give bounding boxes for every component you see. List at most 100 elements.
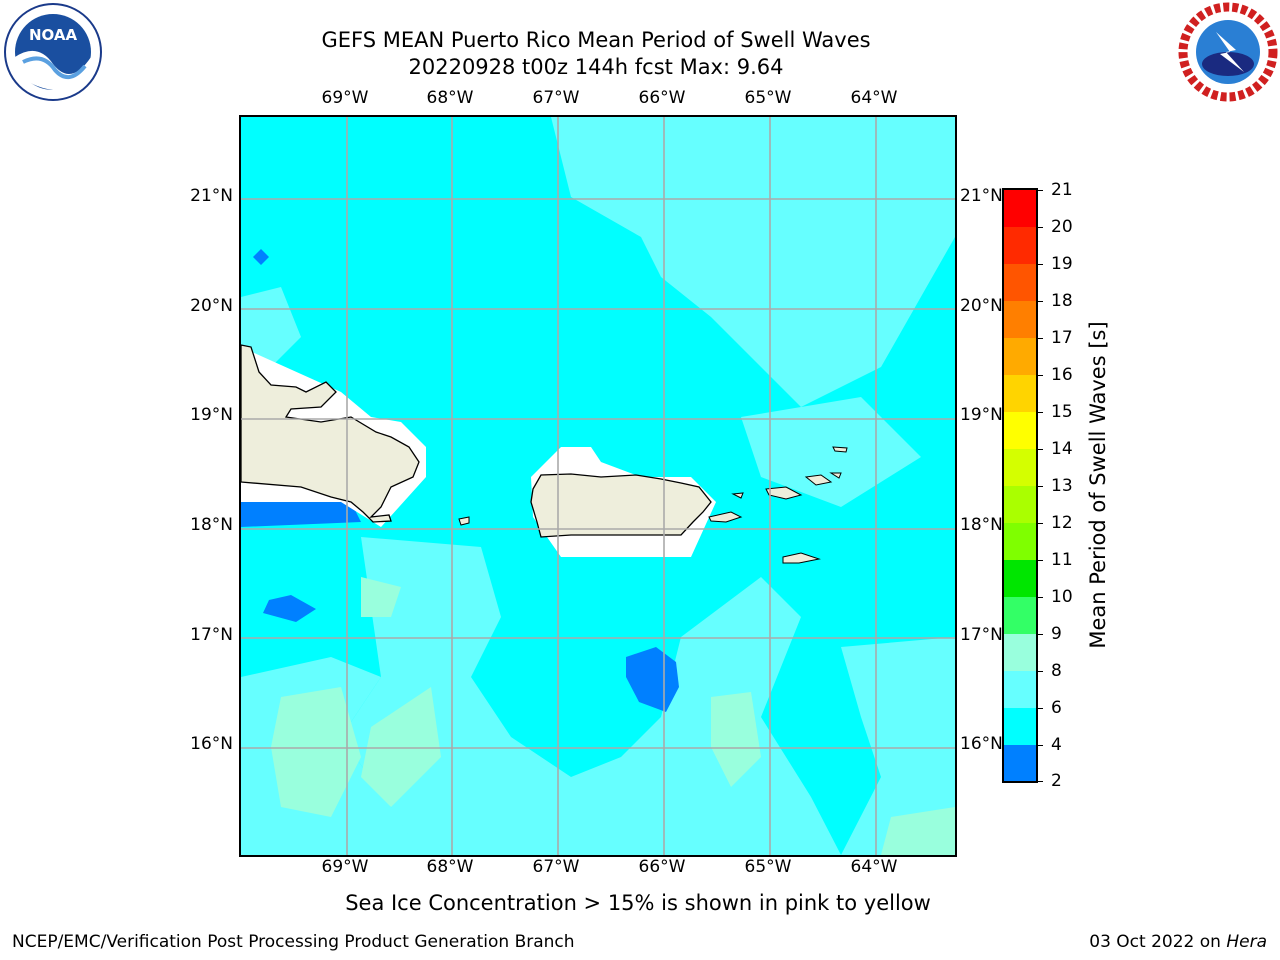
colorbar-segment-4-6 [1004, 708, 1036, 745]
colorbar-segment-17-18 [1004, 301, 1036, 338]
swell-period-9-10-area [361, 577, 401, 617]
small-island [832, 446, 848, 453]
colorbar-tick-label: 9 [1051, 624, 1062, 644]
anegada-island [829, 472, 842, 479]
colorbar-tick [1036, 227, 1043, 228]
lon-label-top: 67°W [532, 88, 580, 108]
puerto-rico-land [530, 473, 712, 538]
chart-subtitle: 20220928 t00z 144h fcst Max: 9.64 [408, 55, 784, 79]
nws-logo [1178, 2, 1278, 102]
colorbar-tick [1036, 264, 1043, 265]
colorbar-segment-9-10 [1004, 597, 1036, 634]
swell-period-9-10-area [881, 807, 955, 855]
virgin-islands [765, 486, 803, 500]
colorbar-segment-18-19 [1004, 264, 1036, 301]
lat-label-right: 19°N [960, 405, 1003, 425]
map-canvas [241, 117, 955, 855]
colorbar-tick [1036, 708, 1043, 709]
swell-period-8-9-area [551, 117, 955, 407]
footer-date-text: 03 Oct 2022 on [1089, 932, 1221, 952]
lon-label-bottom: 65°W [744, 857, 792, 877]
swell-period-8-9-area [571, 577, 841, 855]
colorbar-tick-label: 16 [1051, 365, 1073, 385]
vieques-island [708, 511, 743, 523]
colorbar-tick-label: 11 [1051, 550, 1073, 570]
lon-label-top: 64°W [850, 88, 898, 108]
colorbar-tick [1036, 375, 1043, 376]
colorbar-tick-label: 14 [1051, 439, 1073, 459]
swell-period-4-6-area [241, 502, 361, 527]
colorbar-tick-label: 13 [1051, 476, 1073, 496]
footer-credit: NCEP/EMC/Verification Post Processing Pr… [12, 932, 575, 952]
swell-period-9-10-area [271, 687, 361, 817]
lon-label-bottom: 68°W [426, 857, 474, 877]
colorbar-segment-14-15 [1004, 412, 1036, 449]
colorbar-tick-label: 12 [1051, 513, 1073, 533]
colorbar-tick [1036, 338, 1043, 339]
colorbar-segment-12-13 [1004, 486, 1036, 523]
noaa-logo-text: NOAA [29, 26, 78, 44]
swell-period-4-6-area [626, 647, 679, 712]
virgin-islands [804, 474, 833, 486]
lat-label-right: 20°N [960, 296, 1003, 316]
colorbar-tick-label: 20 [1051, 217, 1073, 237]
colorbar-segment-11-12 [1004, 523, 1036, 560]
lat-label-left: 20°N [190, 296, 233, 316]
lat-label-right: 21°N [960, 186, 1003, 206]
lon-label-bottom: 67°W [532, 857, 580, 877]
lat-label-left: 19°N [190, 405, 233, 425]
map-panel [239, 115, 957, 857]
culebra-island [731, 492, 744, 499]
colorbar-tick [1036, 301, 1043, 302]
colorbar-tick [1036, 745, 1043, 746]
lon-label-top: 65°W [744, 88, 792, 108]
hispaniola-land [241, 344, 420, 523]
colorbar-tick-label: 6 [1051, 698, 1062, 718]
colorbar-tick [1036, 412, 1043, 413]
colorbar-tick [1036, 449, 1043, 450]
colorbar-segment-6-8 [1004, 671, 1036, 708]
lon-label-top: 66°W [638, 88, 686, 108]
colorbar [1002, 188, 1038, 783]
colorbar-tick [1036, 486, 1043, 487]
colorbar-tick [1036, 560, 1043, 561]
lon-label-bottom: 66°W [638, 857, 686, 877]
colorbar-tick-label: 10 [1051, 587, 1073, 607]
lat-label-right: 16°N [960, 734, 1003, 754]
swell-period-4-6-area [253, 249, 269, 265]
colorbar-tick [1036, 190, 1043, 191]
lat-label-left: 18°N [190, 515, 233, 535]
colorbar-segment-19-20 [1004, 227, 1036, 264]
colorbar-tick [1036, 671, 1043, 672]
colorbar-segment-13-14 [1004, 449, 1036, 486]
colorbar-tick [1036, 634, 1043, 635]
colorbar-tick-label: 15 [1051, 402, 1073, 422]
footer-host: Hera [1226, 932, 1267, 952]
colorbar-title: Mean Period of Swell Waves [s] [1086, 321, 1110, 649]
swell-period-9-10-area [711, 692, 761, 787]
lat-label-left: 21°N [190, 186, 233, 206]
sea-ice-note: Sea Ice Concentration > 15% is shown in … [345, 891, 931, 915]
footer-date: 03 Oct 2022 on Hera [1089, 932, 1267, 952]
noaa-logo: NOAA [3, 2, 103, 102]
lon-label-top: 69°W [321, 88, 369, 108]
chart-title: GEFS MEAN Puerto Rico Mean Period of Swe… [321, 28, 871, 52]
colorbar-segment-15-16 [1004, 375, 1036, 412]
colorbar-tick-label: 4 [1051, 735, 1062, 755]
colorbar-tick-label: 18 [1051, 291, 1073, 311]
colorbar-tick [1036, 597, 1043, 598]
lat-label-left: 16°N [190, 734, 233, 754]
swell-period-8-9-area [841, 637, 955, 855]
colorbar-tick-label: 21 [1051, 180, 1073, 200]
colorbar-tick-label: 2 [1051, 771, 1062, 791]
lon-label-bottom: 64°W [850, 857, 898, 877]
colorbar-segment-20-21 [1004, 190, 1036, 227]
graticule [241, 117, 955, 855]
lat-label-right: 18°N [960, 515, 1003, 535]
colorbar-segment-10-11 [1004, 560, 1036, 597]
mona-island [458, 516, 470, 526]
colorbar-segment-2-4 [1004, 745, 1036, 781]
lon-label-top: 68°W [426, 88, 474, 108]
colorbar-tick-label: 8 [1051, 661, 1062, 681]
colorbar-segment-8-9 [1004, 634, 1036, 671]
